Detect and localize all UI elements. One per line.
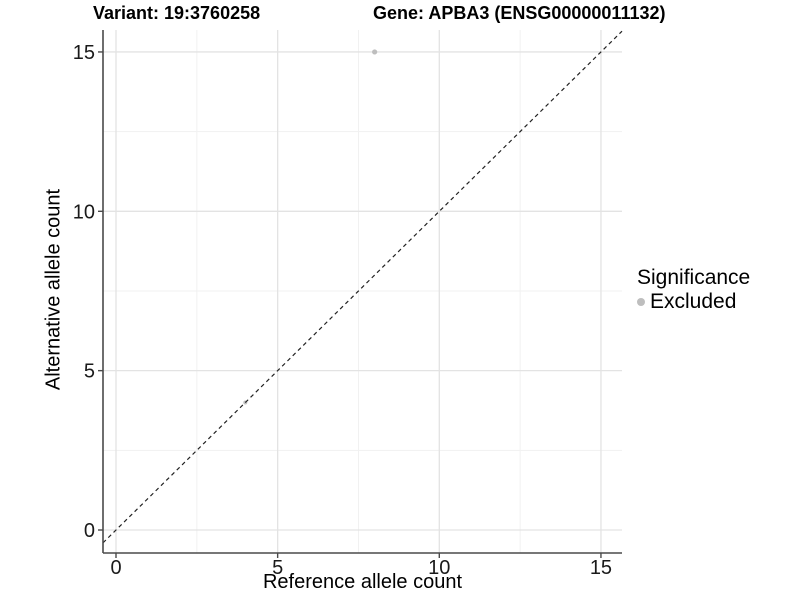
legend-item-excluded: Excluded <box>637 290 750 314</box>
legend-point-icon <box>637 298 645 306</box>
legend-item-label: Excluded <box>650 290 737 313</box>
y-tick-label: 5 <box>84 361 95 383</box>
x-tick-label: 0 <box>110 557 121 579</box>
y-axis-title: Alternative allele count <box>42 188 65 391</box>
x-axis-title: Reference allele count <box>262 571 462 593</box>
variant-title: Variant: 19:3760258 <box>93 3 261 23</box>
x-tick-label: 15 <box>590 557 612 579</box>
y-tick-label: 0 <box>84 520 95 542</box>
gene-title: Gene: APBA3 (ENSG00000011132) <box>373 3 666 23</box>
legend-title: Significance <box>637 266 751 289</box>
x-tick-label: 10 <box>428 557 450 579</box>
y-tick-label: 15 <box>73 42 95 64</box>
legend: Significance Excluded <box>637 266 750 314</box>
y-tick-label: 10 <box>73 201 95 223</box>
data-point <box>372 49 378 55</box>
x-tick-label: 5 <box>272 557 283 579</box>
identity-line <box>102 30 623 544</box>
